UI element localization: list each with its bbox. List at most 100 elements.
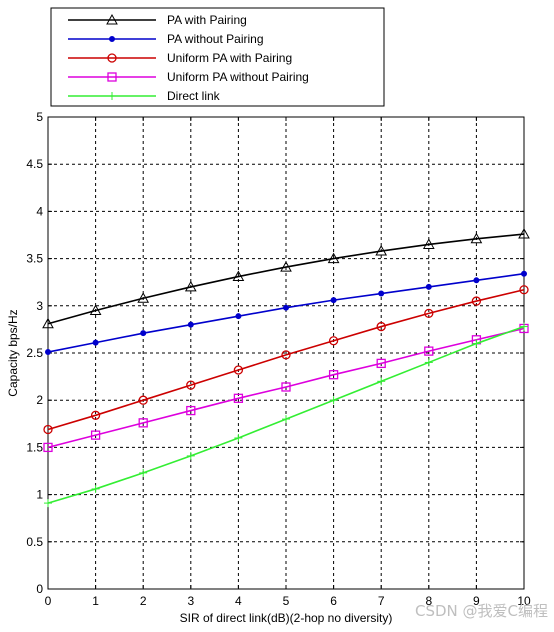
- series-2: [43, 285, 529, 435]
- data-point: [282, 415, 290, 424]
- data-point: [328, 370, 339, 380]
- data-point: [470, 232, 483, 244]
- data-point: [375, 245, 388, 256]
- data-point: [425, 283, 432, 290]
- data-point: [473, 277, 480, 284]
- series-3: [43, 323, 529, 453]
- data-point: [138, 418, 148, 428]
- data-point: [327, 252, 340, 264]
- data-point: [92, 339, 99, 346]
- data-point: [140, 330, 147, 337]
- legend-swatch-marker: [108, 92, 116, 100]
- y-tick-label: 1.5: [26, 440, 43, 454]
- data-point: [232, 270, 245, 282]
- x-tick-label: 0: [45, 594, 52, 608]
- data-point: [42, 317, 54, 329]
- data-point: [89, 304, 102, 316]
- y-tick-label: 3: [36, 299, 43, 313]
- x-axis-label: SIR of direct link(dB)(2-hop no diversit…: [180, 611, 393, 625]
- x-tick-label: 3: [187, 594, 194, 608]
- data-point: [280, 261, 292, 272]
- data-point: [283, 304, 289, 311]
- data-series: [42, 228, 530, 508]
- y-tick-label: 0: [36, 582, 43, 596]
- x-tick-label: 9: [473, 594, 480, 608]
- data-point: [44, 499, 52, 508]
- series-line: [47, 233, 525, 325]
- data-point: [376, 358, 386, 369]
- series-0: [42, 228, 530, 329]
- x-tick-label: 5: [283, 594, 290, 608]
- y-tick-label: 5: [36, 110, 43, 124]
- data-point: [90, 430, 101, 440]
- data-point: [234, 433, 243, 442]
- data-point: [471, 296, 482, 306]
- data-point: [184, 280, 197, 292]
- data-point: [233, 365, 244, 375]
- y-tick-label: 1: [36, 488, 43, 502]
- grid-lines: [48, 117, 524, 589]
- data-point: [186, 451, 195, 460]
- x-tick-label: 2: [140, 594, 147, 608]
- data-point: [139, 468, 148, 477]
- y-axis-label: Capacity bps/Hz: [6, 309, 20, 396]
- y-tick-label: 4.5: [26, 157, 43, 171]
- data-point: [186, 380, 196, 390]
- data-point: [376, 321, 386, 332]
- legend-label: PA without Pairing: [167, 32, 264, 46]
- x-tick-label: 4: [235, 594, 242, 608]
- legend-swatch-marker: [107, 72, 117, 82]
- data-point: [377, 377, 386, 386]
- data-point: [137, 292, 150, 303]
- data-point: [90, 410, 101, 420]
- y-tick-label: 0.5: [26, 535, 43, 549]
- data-point: [187, 321, 194, 328]
- data-point: [43, 442, 53, 453]
- legend-label: Uniform PA with Pairing: [167, 51, 292, 65]
- legend-swatch-marker: [107, 53, 117, 63]
- data-point: [281, 350, 291, 360]
- data-point: [424, 346, 434, 356]
- data-point: [329, 396, 338, 405]
- legend-label: PA with Pairing: [167, 13, 247, 27]
- data-point: [138, 395, 148, 405]
- data-point: [472, 339, 481, 348]
- data-point: [424, 308, 434, 319]
- series-line: [47, 288, 525, 431]
- x-tick-label: 8: [425, 594, 432, 608]
- data-point: [520, 322, 528, 331]
- legend-swatch-marker: [106, 13, 118, 25]
- series-4: [44, 322, 528, 508]
- data-point: [233, 393, 244, 403]
- watermark-text: CSDN @我爱C编程: [415, 602, 548, 620]
- x-tick-label: 1: [92, 594, 99, 608]
- data-point: [45, 349, 51, 356]
- data-point: [281, 382, 291, 392]
- y-tick-label: 2.5: [26, 346, 43, 360]
- y-tick-label: 2: [36, 393, 43, 407]
- data-point: [328, 336, 339, 346]
- x-tick-label: 7: [378, 594, 385, 608]
- data-point: [378, 290, 385, 297]
- legend-swatch-marker: [109, 36, 115, 42]
- data-point: [422, 238, 435, 249]
- x-tick-label: 6: [330, 594, 337, 608]
- data-point: [521, 270, 527, 277]
- data-point: [519, 285, 529, 295]
- legend-label: Direct link: [167, 89, 221, 103]
- data-point: [518, 228, 530, 239]
- data-point: [91, 484, 100, 493]
- data-point: [330, 297, 337, 304]
- legend: PA with Pairing PA without Pairing Uniform…: [50, 7, 385, 107]
- data-point: [186, 405, 196, 416]
- data-point: [235, 313, 242, 320]
- y-tick-label: 4: [36, 204, 43, 218]
- axis-ticks: 0 1 2 3 4 5 6 7 8 9 10 0 0.5 1 1.5 2 2.5 3 3.5 4 4.5 5: [26, 110, 531, 608]
- data-point: [43, 424, 53, 435]
- data-point: [424, 358, 433, 367]
- y-tick-label: 3.5: [26, 252, 43, 266]
- series-1: [45, 270, 527, 356]
- series-line: [47, 327, 525, 449]
- x-tick-label: 10: [517, 594, 531, 608]
